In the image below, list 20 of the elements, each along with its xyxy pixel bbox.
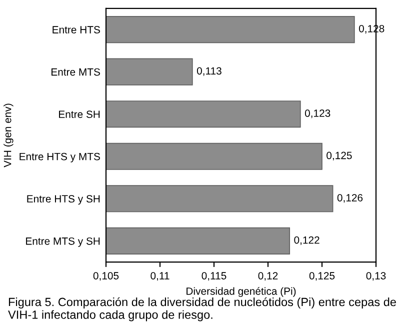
x-tick-label: 0,13 bbox=[366, 272, 386, 281]
text: Figura 5. Comparación de la diversidad de nucleótidos (Pi) entre cepas de VIH-1 infectando cada grupo de riesgo. bbox=[8, 297, 396, 322]
data-label: 0,113 bbox=[196, 67, 222, 76]
data-label: 0,122 bbox=[294, 236, 320, 245]
x-tick-label: 0,115 bbox=[202, 272, 226, 281]
y-axis-title: VIH (gen env) bbox=[4, 104, 14, 168]
data-label: 0,126 bbox=[337, 194, 363, 203]
x-tick-label: 0,11 bbox=[150, 272, 170, 281]
data-label: 0,125 bbox=[326, 152, 352, 160]
x-axis-title: Diversidad genética (Pi) bbox=[186, 287, 296, 297]
x-tick-label: 0,125 bbox=[309, 272, 335, 281]
y-tick-label: Entre HTS bbox=[52, 26, 100, 34]
y-tick-label: Entre SH bbox=[59, 110, 100, 118]
y-tick-label: Entre MTS bbox=[52, 68, 100, 76]
y-tick-label: Entre MTS y SH bbox=[26, 237, 100, 247]
y-tick-label: Entre HTS y SH bbox=[27, 195, 100, 205]
x-tick-label: 0,12 bbox=[258, 272, 278, 281]
y-tick-label: Entre HTS y MTS bbox=[20, 152, 100, 162]
x-tick-label: 0,105 bbox=[93, 272, 119, 281]
data-label: 0,123 bbox=[304, 110, 330, 118]
